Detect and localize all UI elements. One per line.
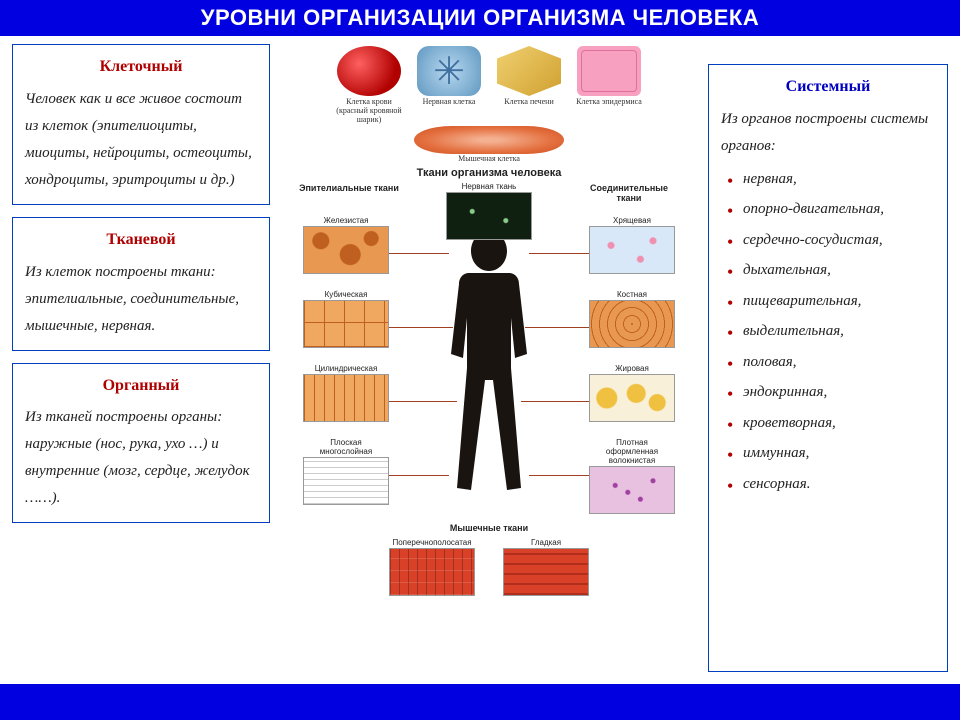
center-column: Клетка крови (красный кровяной шарик) Не… [278, 44, 700, 676]
tissue-nerve-icon [446, 192, 532, 240]
tissue-fat-label: Жировая [589, 365, 675, 374]
left-column: Клеточный Человек как и все живое состои… [12, 44, 270, 676]
cell-blood-icon [337, 46, 401, 96]
tissue-multilayer-icon [303, 457, 389, 505]
cell-muscle-label: Мышечная клетка [458, 154, 520, 163]
main-layout: Клеточный Человек как и все живое состои… [0, 36, 960, 716]
tissue-cylindrical-icon [303, 374, 389, 422]
box-systemic-intro: Из органов построены системы органов: [721, 106, 935, 160]
cell-epidermis: Клетка эпидермиса [571, 46, 647, 124]
box-cellular: Клеточный Человек как и все живое состои… [12, 44, 270, 205]
connector [529, 253, 589, 254]
cell-epidermis-label: Клетка эпидермиса [571, 98, 647, 107]
page-title: УРОВНИ ОРГАНИЗАЦИИ ОРГАНИЗМА ЧЕЛОВЕКА [0, 0, 960, 36]
tissue-diagram-title: Ткани организма человека [417, 167, 562, 179]
list-item: кроветворная, [727, 412, 935, 435]
list-item: дыхательная, [727, 259, 935, 282]
connector [389, 253, 449, 254]
connector [525, 327, 589, 328]
cell-epidermis-icon [577, 46, 641, 96]
box-organ: Органный Из тканей построены органы: нар… [12, 363, 270, 524]
box-cellular-title: Клеточный [25, 53, 257, 82]
cell-liver-label: Клетка печени [491, 98, 567, 107]
tissue-fibrous: Плотная оформленная волокнистая [589, 439, 675, 513]
connector [389, 401, 457, 402]
box-tissue-text: Из клеток построены ткани: эпителиальные… [25, 259, 257, 340]
list-item: иммунная, [727, 442, 935, 465]
cell-neuron-label: Нервная клетка [411, 98, 487, 107]
right-column: Системный Из органов построены системы о… [708, 44, 948, 676]
connector [521, 401, 589, 402]
left-tissue-header: Эпителиальные ткани [299, 183, 399, 193]
tissue-bone-icon [589, 300, 675, 348]
box-organ-text: Из тканей построены органы: наружные (но… [25, 404, 257, 512]
tissue-cubic-label: Кубическая [303, 291, 389, 300]
tissue-multilayer: Плоская многослойная [303, 439, 389, 505]
list-item: половая, [727, 351, 935, 374]
list-item: нервная, [727, 168, 935, 191]
tissue-multilayer-label: Плоская многослойная [303, 439, 389, 457]
tissue-striated-icon [389, 548, 475, 596]
tissue-fibrous-icon [589, 466, 675, 514]
list-item: выделительная, [727, 320, 935, 343]
systems-list: нервная, опорно-двигательная, сердечно-с… [721, 168, 935, 496]
cells-row: Клетка крови (красный кровяной шарик) Не… [331, 46, 647, 124]
box-tissue-title: Тканевой [25, 226, 257, 255]
list-item: сердечно-сосудистая, [727, 229, 935, 252]
tissue-cartilage-icon [589, 226, 675, 274]
tissue-gland: Железистая [303, 217, 389, 274]
tissue-gland-label: Железистая [303, 217, 389, 226]
list-item: эндокринная, [727, 381, 935, 404]
bottom-tissue-header: Мышечные ткани [439, 523, 539, 533]
box-systemic: Системный Из органов построены системы о… [708, 64, 948, 672]
tissue-cubic-icon [303, 300, 389, 348]
box-cellular-text: Человек как и все живое состоит из клето… [25, 86, 257, 194]
tissue-smooth-icon [503, 548, 589, 596]
tissue-cubic: Кубическая [303, 291, 389, 348]
list-item: сенсорная. [727, 473, 935, 496]
list-item: пищеварительная, [727, 290, 935, 313]
cell-muscle-icon [414, 126, 564, 154]
tissue-cylindrical-label: Цилиндрическая [303, 365, 389, 374]
connector [529, 475, 589, 476]
tissue-striated: Поперечнополосатая [389, 539, 475, 596]
tissue-cartilage: Хрящевая [589, 217, 675, 274]
connector [389, 327, 453, 328]
list-item: опорно-двигательная, [727, 198, 935, 221]
cell-blood-label: Клетка крови (красный кровяной шарик) [331, 98, 407, 124]
box-tissue: Тканевой Из клеток построены ткани: эпит… [12, 217, 270, 351]
tissue-nerve-label: Нервная ткань [446, 183, 532, 192]
cell-liver-icon [497, 46, 561, 96]
tissue-striated-label: Поперечнополосатая [389, 539, 475, 548]
tissue-fibrous-label: Плотная оформленная волокнистая [589, 439, 675, 465]
tissue-smooth-label: Гладкая [503, 539, 589, 548]
body-diagram: Нервная ткань Эпителиальные ткани Соедин… [299, 183, 679, 623]
tissue-smooth: Гладкая [503, 539, 589, 596]
tissue-bone-label: Костная [589, 291, 675, 300]
human-silhouette-icon [434, 231, 544, 561]
cell-liver: Клетка печени [491, 46, 567, 124]
right-tissue-header: Соединительные ткани [579, 183, 679, 203]
tissue-cartilage-label: Хрящевая [589, 217, 675, 226]
bottom-bar [0, 684, 960, 720]
cell-blood: Клетка крови (красный кровяной шарик) [331, 46, 407, 124]
tissue-fat: Жировая [589, 365, 675, 422]
box-systemic-title: Системный [721, 73, 935, 102]
tissue-fat-icon [589, 374, 675, 422]
connector [389, 475, 449, 476]
tissue-bone: Костная [589, 291, 675, 348]
cell-neuron: Нервная клетка [411, 46, 487, 124]
box-organ-title: Органный [25, 372, 257, 401]
tissue-nerve: Нервная ткань [446, 183, 532, 240]
tissue-cylindrical: Цилиндрическая [303, 365, 389, 422]
tissue-gland-icon [303, 226, 389, 274]
cell-neuron-icon [417, 46, 481, 96]
